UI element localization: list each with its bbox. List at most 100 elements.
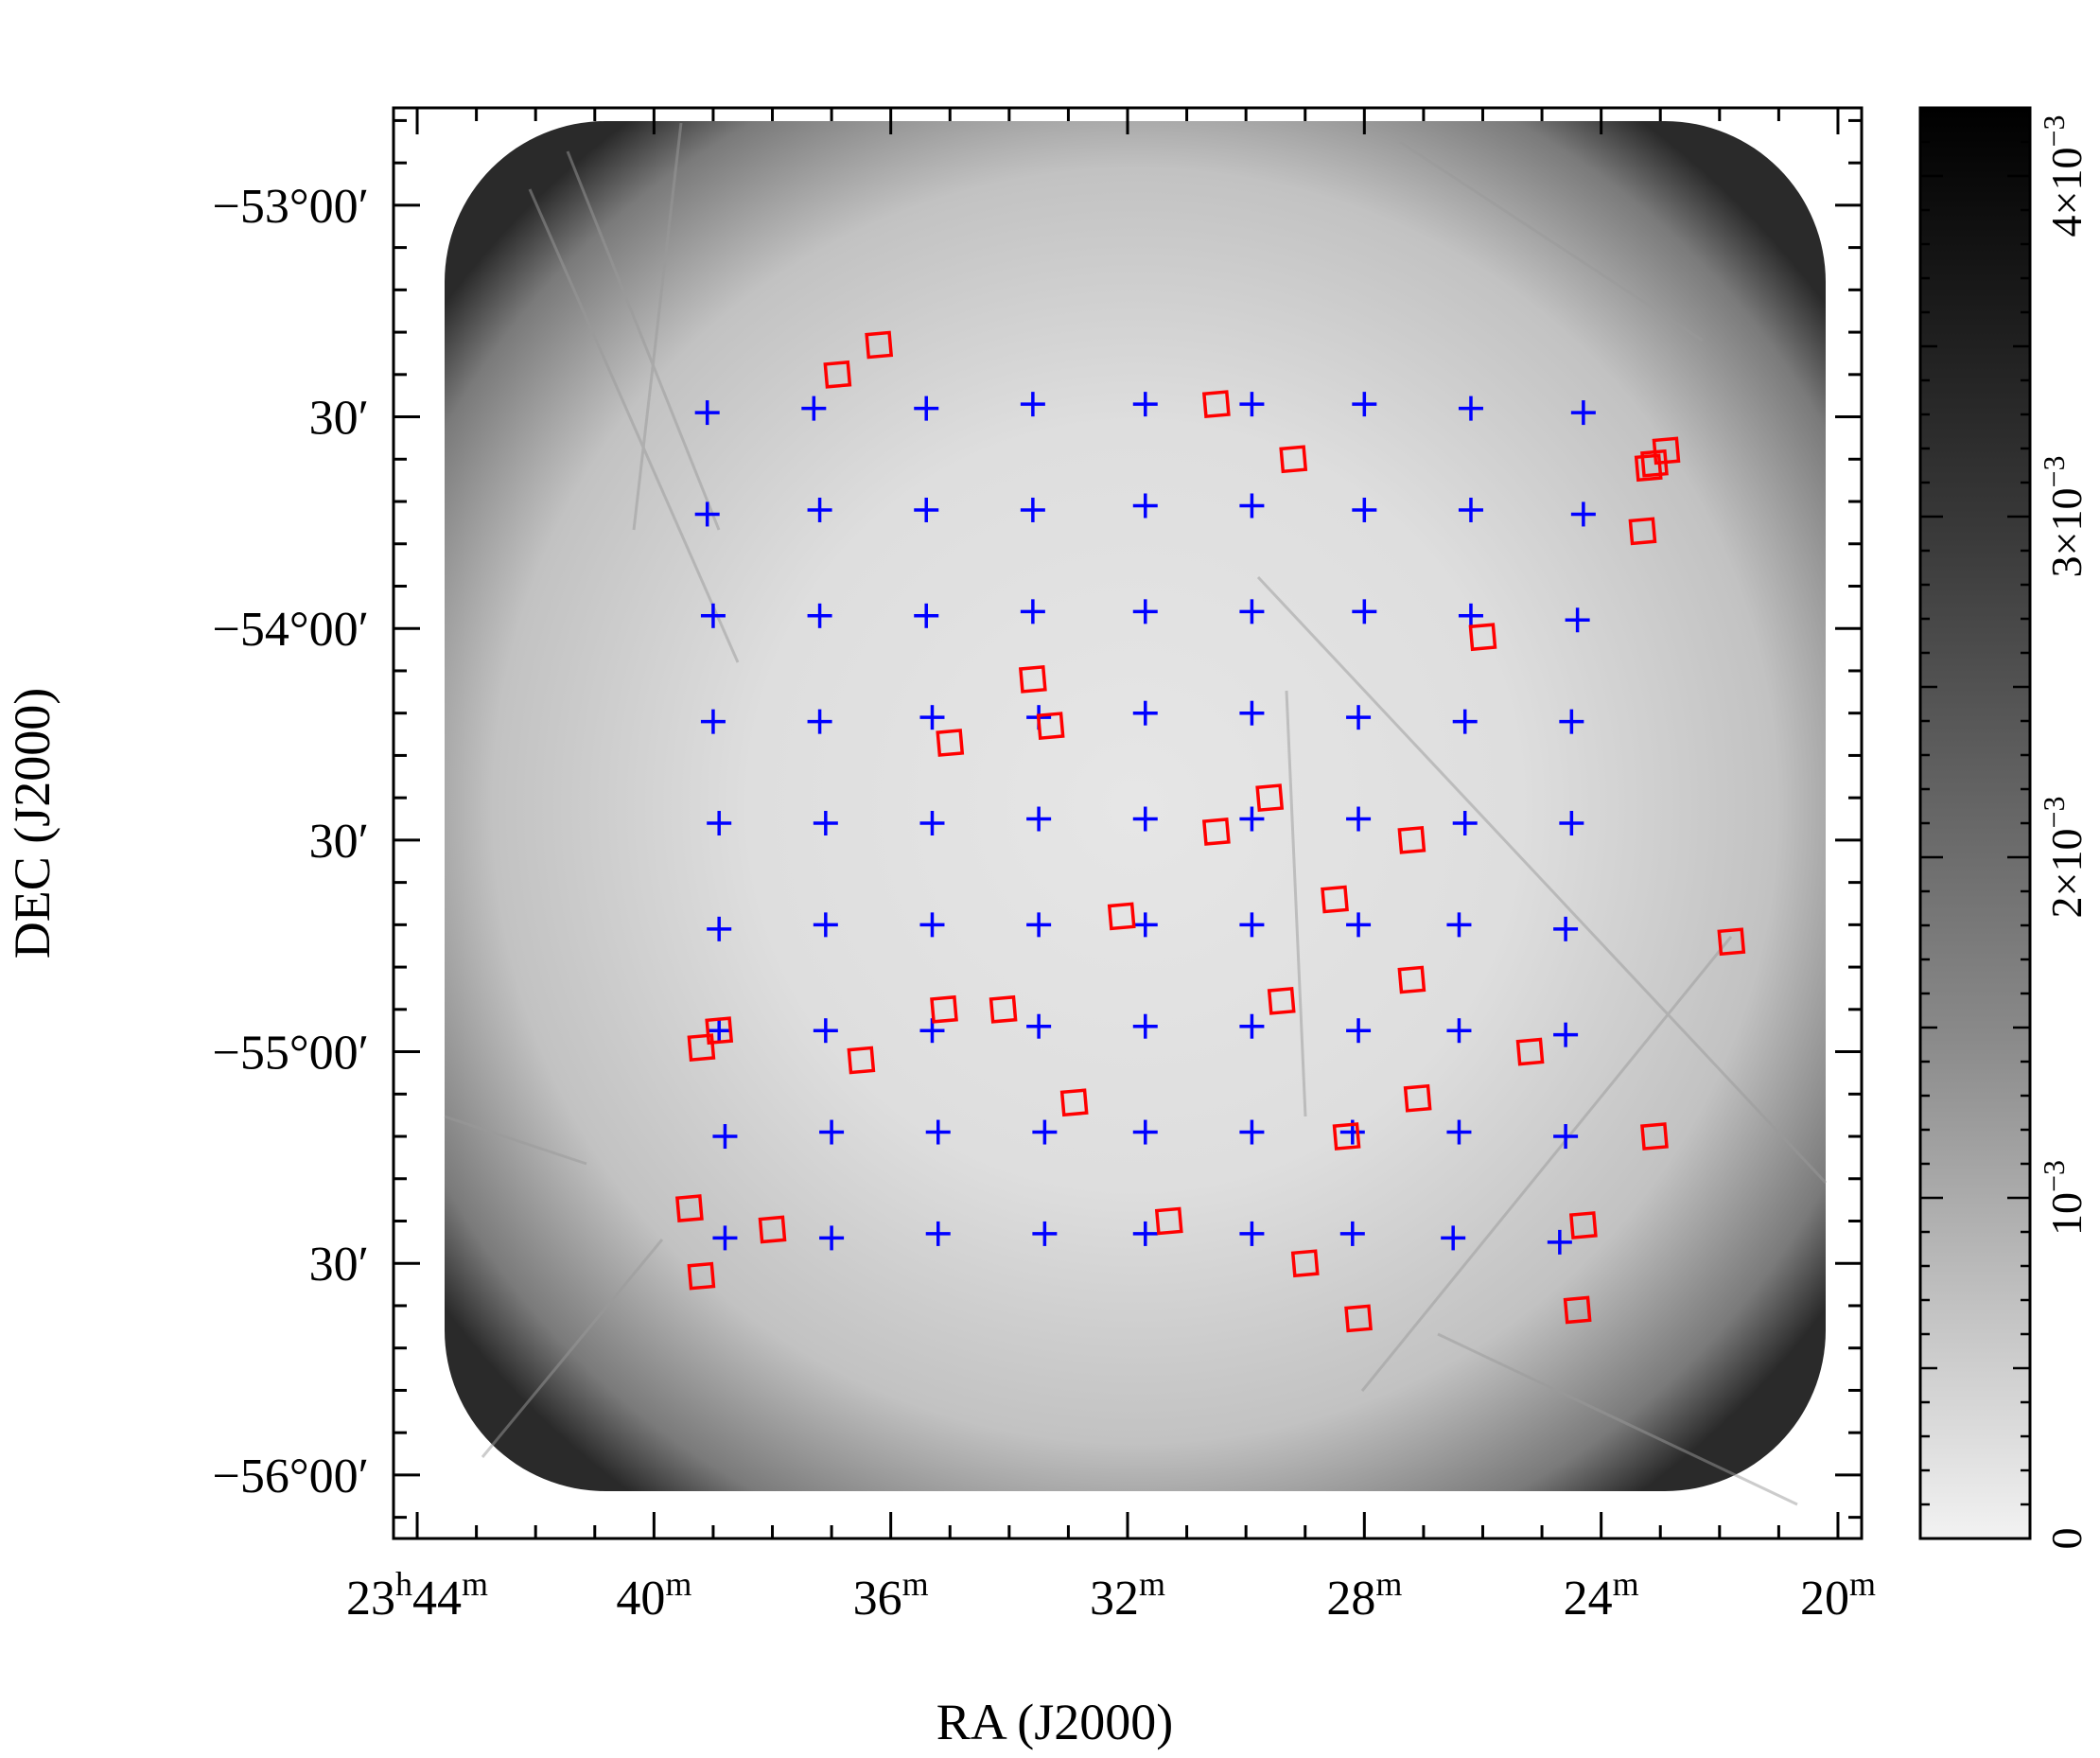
cross-marker [694, 501, 720, 527]
cross-marker [1352, 497, 1377, 522]
x-tick-label: 23h44m [346, 1565, 488, 1626]
cross-marker [807, 497, 832, 522]
square-marker [1290, 1249, 1320, 1278]
cross-marker [1132, 700, 1158, 726]
cross-marker [1547, 1229, 1572, 1255]
y-tick-labels: −53°00′ 30′ −54°00′ 30′ −55°00′ 30′ −56°00′ [213, 180, 370, 1503]
square-marker [675, 1194, 704, 1222]
square-marker [1154, 1206, 1183, 1236]
cross-marker [819, 1225, 845, 1251]
cross-marker [1458, 603, 1483, 628]
y-tick-label: 30′ [309, 815, 369, 869]
cross-marker [813, 912, 838, 938]
cross-marker [1339, 1221, 1365, 1246]
colorbar-tick-labels: 0 10−3 2×10−3 3×10−3 4×10−3 [2037, 115, 2091, 1550]
x-tick-label: 28m [1326, 1565, 1402, 1626]
square-marker [1397, 825, 1426, 854]
cross-marker [707, 1018, 732, 1044]
cross-marker [694, 400, 720, 426]
cross-marker [1132, 1119, 1158, 1145]
cross-marker [807, 603, 832, 628]
cross-marker [914, 603, 939, 628]
cross-marker [1239, 912, 1265, 938]
cross-marker [1346, 705, 1372, 730]
cross-marker [712, 1124, 738, 1150]
cross-marker [1352, 392, 1377, 417]
square-marker [847, 1046, 876, 1075]
cross-marker [1026, 912, 1052, 938]
cross-marker [1441, 1225, 1466, 1251]
square-marker [936, 729, 965, 757]
cross-marker [700, 709, 726, 734]
cross-marker [813, 1018, 838, 1044]
cross-marker [1446, 912, 1472, 938]
square-marker [687, 1033, 716, 1062]
square-marker [930, 994, 958, 1024]
square-marker [687, 1261, 716, 1291]
square-marker [1717, 927, 1746, 957]
colorbar-tick-label: 0 [2042, 1528, 2091, 1550]
square-marker [865, 330, 894, 360]
cross-marker [1570, 501, 1596, 527]
cross-marker [1032, 1221, 1058, 1246]
square-marker [1568, 1211, 1598, 1239]
coverage-map [445, 121, 1826, 1491]
colorbar-tick-label: 10−3 [2037, 1160, 2091, 1236]
cross-marker [1559, 811, 1584, 835]
y-tick-label: 30′ [309, 1238, 369, 1292]
y-axis-title: DEC (J2000) [4, 688, 61, 958]
cross-marker [1570, 400, 1596, 426]
y-tick-label: −55°00′ [213, 1027, 370, 1081]
cross-marker [919, 912, 945, 938]
cross-marker [919, 705, 945, 730]
square-marker [1468, 623, 1497, 652]
square-marker [1640, 1122, 1669, 1151]
cross-marker [1239, 1221, 1265, 1246]
cross-marker [1553, 1124, 1579, 1150]
square-marker [1036, 712, 1065, 741]
cross-marker [1346, 1018, 1372, 1044]
y-tick-label: −53°00′ [213, 180, 370, 234]
cross-markers [694, 392, 1596, 1255]
square-markers [675, 330, 1746, 1333]
cross-marker [1020, 599, 1045, 624]
x-tick-label: 36m [853, 1565, 929, 1626]
cross-marker [819, 1119, 845, 1145]
colorbar-tick-label: 2×10−3 [2037, 797, 2091, 919]
x-axis-title: RA (J2000) [936, 1694, 1174, 1750]
cross-marker [801, 396, 827, 421]
cross-marker [1132, 912, 1158, 938]
square-marker [989, 994, 1018, 1024]
cross-marker [1132, 1221, 1158, 1246]
cross-marker [1132, 493, 1158, 519]
square-marker [705, 1016, 734, 1046]
cross-marker [1239, 1013, 1265, 1039]
colorbar [1918, 106, 2032, 1540]
cross-marker [1458, 396, 1483, 421]
square-marker [823, 360, 852, 389]
cross-marker [1452, 811, 1478, 835]
cross-marker [1020, 392, 1045, 417]
colorbar-tick-label: 4×10−3 [2037, 115, 2091, 237]
cross-marker [1565, 607, 1590, 633]
square-marker [1018, 665, 1047, 694]
cross-marker [1026, 1013, 1052, 1039]
square-marker [1344, 1304, 1373, 1333]
cross-marker [1446, 1018, 1472, 1044]
cross-marker [1020, 497, 1045, 522]
x-tick-label: 32m [1090, 1565, 1165, 1626]
square-marker [1201, 390, 1231, 419]
cross-marker [1352, 599, 1377, 624]
square-marker [1255, 783, 1285, 813]
cross-marker [1553, 1022, 1579, 1047]
square-marker [1059, 1088, 1089, 1117]
square-marker [1107, 902, 1136, 931]
cross-marker [1458, 497, 1483, 522]
square-marker [1640, 448, 1669, 478]
cross-marker [1446, 1119, 1472, 1145]
x-tick-label: 40m [616, 1565, 691, 1626]
y-tick-label: −54°00′ [213, 603, 370, 657]
cross-marker [1026, 806, 1052, 832]
square-marker [1201, 817, 1231, 846]
